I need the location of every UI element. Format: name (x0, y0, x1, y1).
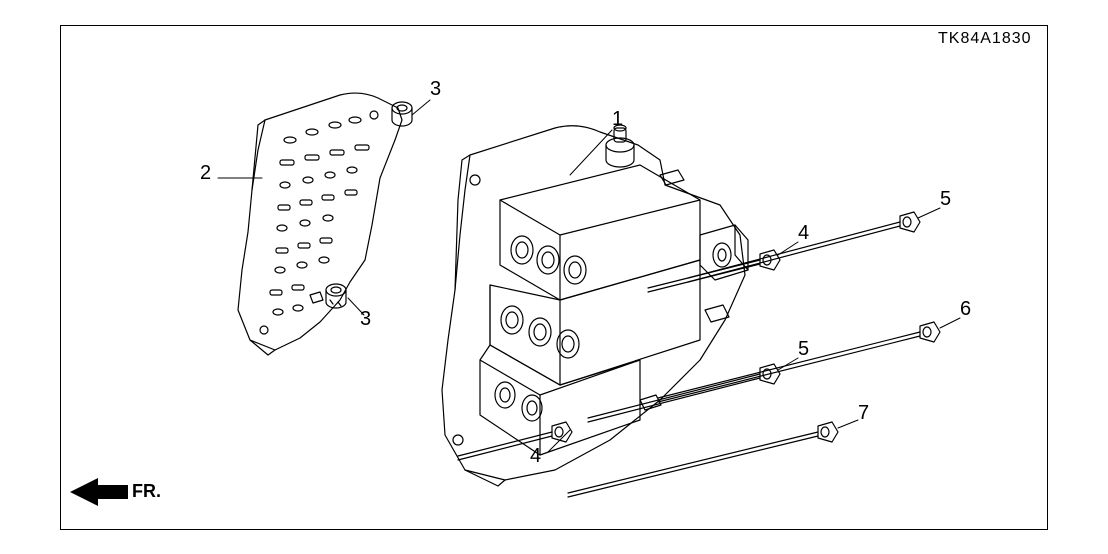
part-valve-body (442, 125, 748, 486)
callout-4a: 4 (798, 222, 809, 245)
diagram-stage: 1 2 3 3 4 4 5 5 6 7 TK84A1830 FR. (0, 0, 1108, 554)
line-art (0, 0, 1108, 554)
part-separator-plate (238, 93, 402, 355)
callout-3a: 3 (430, 78, 441, 101)
callout-6: 6 (960, 298, 971, 321)
callout-3b: 3 (360, 308, 371, 331)
leader-lines (218, 100, 960, 452)
callout-4b: 4 (530, 445, 541, 468)
callout-7: 7 (858, 402, 869, 425)
callout-5b: 5 (798, 338, 809, 361)
callout-2: 2 (200, 162, 211, 185)
callout-5a: 5 (940, 188, 951, 211)
image-code: TK84A1830 (938, 30, 1032, 48)
part-filter-pipe-top (392, 102, 412, 126)
front-arrow-icon: FR. (70, 475, 160, 505)
fr-text: FR. (132, 481, 161, 502)
callout-1: 1 (612, 108, 623, 131)
